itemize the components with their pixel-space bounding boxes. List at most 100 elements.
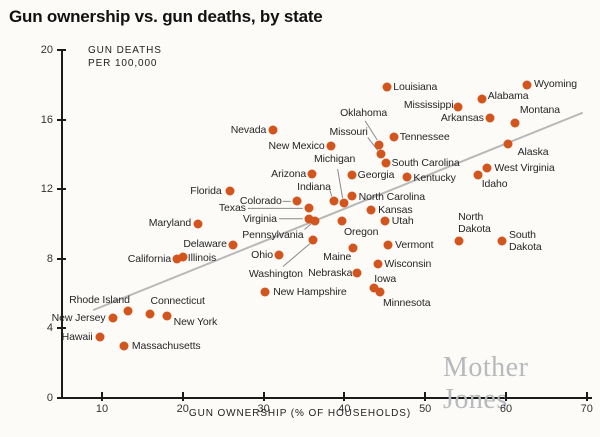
x-tick [585,392,588,401]
data-point-wyoming[interactable] [522,80,532,90]
x-tick-label: 30 [257,403,270,415]
x-tick [505,392,507,401]
data-point-south-dakota[interactable] [497,236,507,246]
state-label-line: Georgia [357,169,395,182]
state-label-line: Missouri [329,126,368,139]
data-point-kansas[interactable] [366,205,376,215]
state-label-line: Wisconsin [384,258,432,271]
state-label-line: Alaska [517,145,549,158]
data-point-arkansas[interactable] [485,113,495,123]
data-point-new-hampshire[interactable] [260,287,270,297]
chart-title: Gun ownership vs. gun deaths, by state [9,7,323,26]
y-tick [57,49,66,51]
state-label-line: Mississippi [403,99,454,112]
data-point-new-mexico[interactable] [326,141,336,151]
state-label-line: Arkansas [440,111,484,124]
y-tick-label: 12 [40,183,53,196]
data-point-nebraska[interactable] [352,268,362,278]
state-label-line: West Virginia [494,162,555,175]
state-label-new-mexico: New Mexico [268,140,324,152]
state-label-indiana: Indiana [297,181,331,193]
data-point-alaska[interactable] [503,139,513,149]
state-label-line: Connecticut [150,295,205,308]
data-point-north-dakota[interactable] [454,236,464,246]
state-label-nebraska: Nebraska [308,267,352,279]
state-label-line: New Mexico [268,139,325,152]
y-tick [57,257,66,260]
state-label-line: Michigan [313,153,356,166]
data-point-indiana[interactable] [329,196,339,206]
data-point-wisconsin[interactable] [373,259,383,269]
data-point-illinois[interactable] [178,252,188,262]
y-tick-label: 4 [46,322,53,335]
data-point-nevada[interactable] [268,125,278,135]
data-point-vermont[interactable] [383,240,393,250]
y-tick [57,188,66,191]
x-tick-label: 40 [338,403,351,415]
data-point-hawaii[interactable] [95,332,105,342]
x-tick-label: 20 [176,403,189,415]
data-point-oklahoma[interactable] [374,140,384,150]
state-label-line: Alabama [487,89,529,102]
data-point-washington[interactable] [308,235,318,245]
data-point-florida[interactable] [225,186,235,196]
state-label-new-york: New York [174,316,218,328]
state-label-line: New Hampshire [273,285,347,298]
data-point-oregon[interactable] [337,216,347,226]
data-point-connecticut[interactable] [145,309,155,319]
mother-jones-watermark: Mother Jones [443,352,529,415]
data-point-michigan[interactable] [339,198,349,208]
state-label-oklahoma: Oklahoma [340,107,387,119]
data-point-rhode-island[interactable] [123,306,133,316]
state-label-line: Texas [218,202,246,215]
data-point-alabama[interactable] [477,94,487,104]
data-point-missouri[interactable] [376,149,386,159]
state-label-line: Nebraska [308,266,353,279]
state-label-north-dakota: North Dakota [458,211,491,235]
x-tick [101,392,103,401]
state-label-line: Louisiana [393,80,438,93]
state-label-line: Kentucky [413,172,456,185]
data-point-louisiana[interactable] [382,82,392,92]
state-label-nevada: Nevada [231,124,267,136]
state-label-line: Maryland [148,217,192,229]
data-point-new-jersey[interactable] [108,313,117,323]
state-label-line: Oregon [343,225,379,238]
state-label-kentucky: Kentucky [413,172,455,184]
state-label-line: Wyoming [534,77,577,90]
data-point-maryland[interactable] [193,219,203,229]
y-axis-line [61,50,63,399]
data-point-georgia[interactable] [347,170,357,180]
state-label-hawaii: Hawaii [62,331,93,343]
x-axis-line [61,397,592,399]
data-point-massachusetts[interactable] [119,341,129,351]
data-point-delaware[interactable] [228,240,238,250]
data-point-colorado[interactable] [292,196,302,206]
data-point-ohio[interactable] [274,250,284,260]
data-point-utah[interactable] [380,216,390,226]
data-point-montana[interactable] [510,118,520,128]
state-label-line: Hawaii [61,331,93,344]
data-point-north-carolina[interactable] [347,191,357,201]
state-label-new-hampshire: New Hampshire [273,286,346,298]
state-label-line: Pennsylvania [242,228,304,241]
data-point-kentucky[interactable] [402,172,412,182]
state-label-line: Delaware [183,237,227,250]
data-point-minnesota[interactable] [375,287,385,297]
state-label-vermont: Vermont [395,239,434,251]
state-label-line: Oklahoma [340,106,388,119]
data-point-pennsylvania[interactable] [310,216,319,226]
state-label-line: South Carolina [391,157,460,170]
data-point-new-york[interactable] [162,311,172,321]
data-point-arizona[interactable] [307,169,317,179]
state-label-washington: Washington [249,268,303,280]
data-point-west-virginia[interactable] [482,163,492,173]
state-label-line: South [508,229,536,242]
state-label-iowa: Iowa [374,273,396,285]
data-point-mississippi[interactable] [453,102,463,112]
data-point-texas[interactable] [304,203,314,213]
data-point-tennessee[interactable] [389,132,399,142]
state-label-line: Montana [519,104,561,117]
state-label-arizona: Arizona [271,168,306,180]
data-point-south-carolina[interactable] [381,158,391,168]
